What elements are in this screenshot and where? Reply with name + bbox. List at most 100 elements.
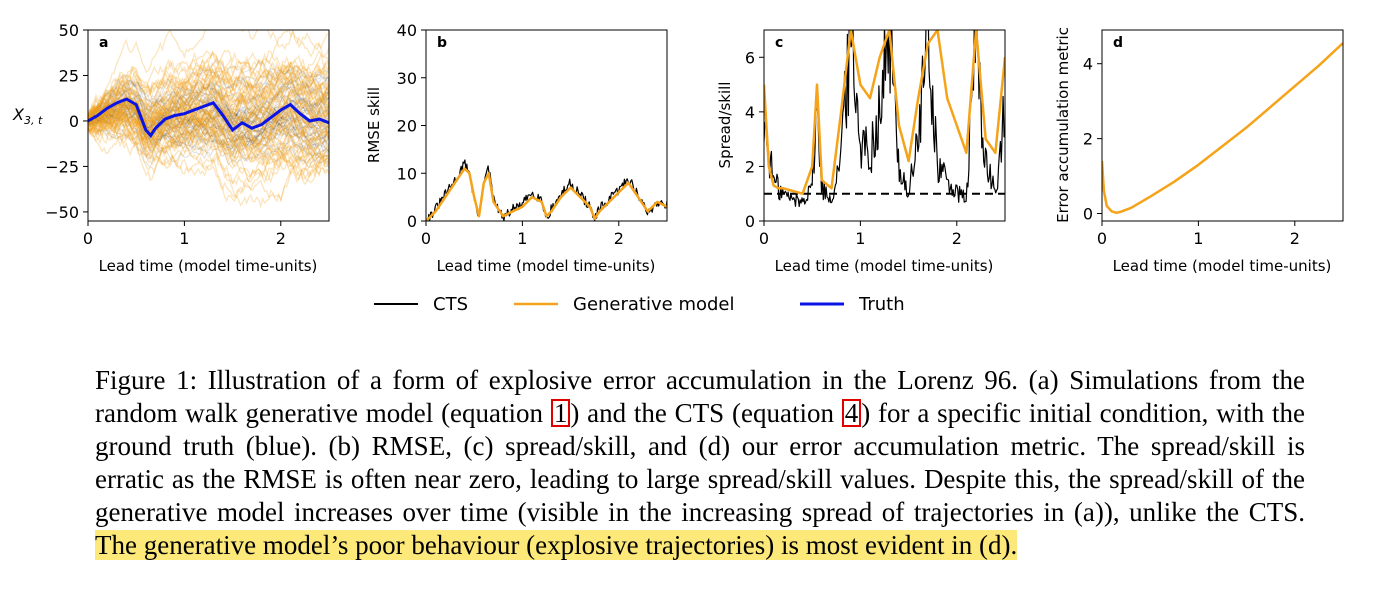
caption-text-1: Figure 1: Illustration of a form of expl… (95, 365, 1305, 428)
ytick-label-b: 30 (397, 69, 417, 88)
xtick-label-a: 2 (276, 229, 286, 248)
cts-trajectory (88, 81, 329, 130)
generative-trajectory (88, 96, 329, 165)
ytick-label-b: 40 (397, 21, 417, 40)
generative-trajectory (88, 81, 329, 136)
panel-label-b: b (437, 35, 447, 51)
cts-trajectory (88, 99, 329, 147)
generative-trajectory (88, 94, 329, 179)
cts-trajectory (88, 104, 329, 151)
generative-model-line-d (1102, 42, 1343, 215)
generative-trajectory (88, 94, 329, 153)
xtick-label-b: 2 (614, 229, 624, 248)
generative-trajectory (88, 106, 329, 158)
cts-trajectory (88, 96, 329, 139)
generative-trajectory (88, 65, 329, 132)
generative-trajectory (88, 50, 329, 127)
plot-area-a (88, 30, 329, 209)
ytick-label-c: 6 (745, 48, 755, 67)
generative-trajectory (88, 117, 329, 199)
cts-trajectory (88, 89, 329, 139)
cts-trajectory (88, 66, 329, 123)
generative-trajectory (88, 55, 329, 122)
cts-trajectory (88, 84, 329, 131)
xlabel-d: Lead time (model time-units) (1113, 257, 1332, 275)
cts-trajectory (88, 77, 329, 126)
xtick-label-d: 2 (1290, 229, 1300, 248)
xlabel-b: Lead time (model time-units) (437, 257, 656, 275)
caption-text-2: ) and the CTS (equation (570, 398, 842, 428)
panel-d: 0 1 2 4 2 0 (1083, 29, 1344, 248)
plot-area-d (1102, 42, 1343, 215)
generative-trajectory (88, 63, 329, 124)
cts-line-b (426, 159, 667, 221)
equation-1-link[interactable]: 1 (550, 399, 571, 427)
cts-trajectory (88, 81, 329, 125)
ylabel-b: RMSE skill (365, 87, 383, 163)
generative-trajectory (88, 106, 329, 164)
ytick-label-a: 25 (59, 66, 79, 85)
cts-trajectory (88, 64, 329, 126)
generative-model-line-c (764, 30, 1005, 195)
generative-trajectory (88, 80, 329, 182)
xtick-label-d: 0 (1097, 229, 1107, 248)
generative-trajectory (88, 108, 329, 177)
cts-trajectory (88, 111, 329, 163)
cts-trajectory (88, 77, 329, 122)
caption-highlight: The generative model’s poor behaviour (e… (95, 530, 1018, 560)
cts-trajectory (88, 91, 329, 125)
xtick-label-c: 2 (952, 229, 962, 248)
generative-trajectory (88, 93, 329, 156)
ytick-label-a: −25 (45, 157, 79, 176)
plot-area-b (426, 159, 667, 221)
axes-frame-b (425, 29, 668, 222)
generative-trajectory (88, 46, 329, 132)
generative-trajectory (88, 63, 329, 143)
generative-model-line-b (426, 167, 667, 221)
panel-c: 0 1 2 6 4 2 0 (745, 29, 1006, 248)
ytick-label-a: −50 (45, 203, 79, 222)
cts-trajectory (88, 101, 329, 167)
generative-trajectory (88, 120, 329, 209)
xtick-label-b: 0 (421, 229, 431, 248)
generative-trajectory (88, 30, 329, 118)
panel-label-a: a (99, 35, 108, 51)
legend-label-cts: CTS (433, 294, 468, 315)
cts-trajectory (88, 113, 329, 168)
generative-trajectory (88, 67, 329, 125)
generative-trajectory (88, 62, 329, 123)
legend-label-truth: Truth (858, 294, 905, 315)
ytick-label-d: 2 (1083, 130, 1093, 149)
ytick-label-a: 0 (69, 112, 79, 131)
generative-trajectory (88, 59, 329, 143)
cts-trajectory (88, 107, 329, 155)
generative-trajectory (88, 100, 329, 156)
figure-caption: Figure 1: Illustration of a form of expl… (95, 364, 1305, 562)
cts-trajectory (88, 102, 329, 160)
cts-trajectory (88, 68, 329, 125)
generative-trajectory (88, 54, 329, 124)
ytick-label-c: 2 (745, 157, 755, 176)
plot-area-c (764, 30, 1005, 208)
cts-trajectory (88, 98, 329, 145)
ylabel-a-sub: 3, t (24, 114, 43, 127)
xtick-label-d: 1 (1193, 229, 1203, 248)
cts-trajectory (88, 113, 329, 155)
equation-4-link[interactable]: 4 (841, 399, 862, 427)
xtick-label-c: 1 (855, 229, 865, 248)
axes-frame-a (87, 29, 330, 222)
generative-trajectory (88, 99, 329, 143)
cts-trajectory (88, 86, 329, 140)
generative-trajectory (88, 79, 329, 132)
ylabel-a: X3, t (12, 105, 43, 127)
ylabel-c: Spread/skill (716, 82, 734, 169)
cts-trajectory (88, 113, 329, 160)
cts-trajectory (88, 79, 329, 126)
generative-trajectory (88, 52, 329, 117)
cts-trajectory (88, 116, 329, 146)
panel-label-c: c (775, 35, 783, 51)
generative-trajectory (88, 83, 329, 139)
